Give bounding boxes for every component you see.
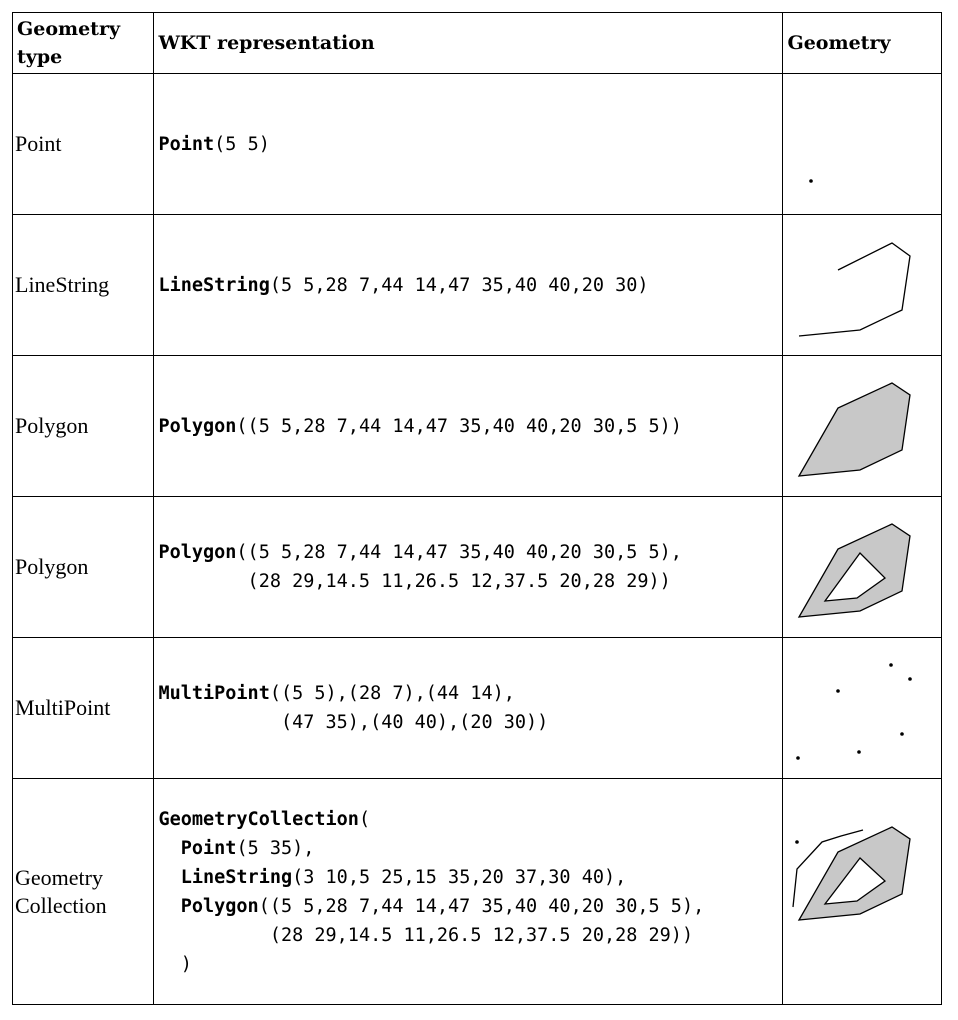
wkt-coordinates: (3 10,5 25,15 35,20 37,30 40), [292,866,627,888]
wkt-keyword: LineString [158,274,270,296]
table-row: Geometry Collection GeometryCollection( P… [11,778,942,1005]
geometry-figure-cell [782,214,942,356]
linestring-figure [799,241,911,337]
header-row: Geometry type WKT representation Geometr… [11,12,942,74]
geometry-collection-figure [792,825,911,921]
wkt-keyword: Point [158,133,215,155]
point-mark [795,839,800,844]
point-mark [889,662,894,667]
wkt-coordinates: ((5 5,28 7,44 14,47 35,40 40,20 30,5 5), [258,895,705,917]
geometry-type-cell: Point [11,73,155,215]
polygon-with-hole-shape [798,522,911,618]
multipoint-figure [796,662,913,760]
wkt-coordinates: (5 5) [214,133,270,155]
polygon-shape [798,381,911,477]
point-mark [857,749,862,754]
wkt-keyword: Polygon [158,415,237,437]
table-row: Polygon Polygon((5 5,28 7,44 14,47 35,40… [11,496,942,638]
geometry-figure-cell [782,496,942,638]
wkt-coordinates: (5 5,28 7,44 14,47 35,40 40,20 30) [269,274,649,296]
wkt-cell: Polygon((5 5,28 7,44 14,47 35,40 40,20 3… [153,355,784,497]
wkt-cell: MultiPoint((5 5),(28 7),(44 14), (47 35)… [153,637,784,779]
header-geometry-type: Geometry type [11,12,155,74]
wkt-coordinates: ((5 5,28 7,44 14,47 35,40 40,20 30,5 5),… [236,542,682,592]
point-mark [809,178,814,183]
geometry-figure-cell [782,637,942,779]
wkt-keyword: MultiPoint [158,683,270,704]
wkt-coordinates: (28 29,14.5 11,26.5 12,37.5 20,28 29)) [180,924,694,946]
table-row: LineString LineString(5 5,28 7,44 14,47 … [11,214,942,356]
point-mark [796,755,801,760]
table-row: Point Point(5 5) [11,73,942,215]
polygon-with-hole-shape [798,825,911,921]
point-mark [836,688,841,693]
table-row: MultiPoint MultiPoint((5 5),(28 7),(44 1… [11,637,942,779]
wkt-cell: GeometryCollection( Point(5 35), LineStr… [153,778,784,1005]
geometry-figure-cell [782,355,942,497]
point-mark [900,731,905,736]
linestring-line [792,828,864,907]
polygon-with-hole-figure [798,522,911,618]
geometry-type-cell: Polygon [11,355,155,497]
geometry-figure-cell [782,778,942,1005]
wkt-keyword: Polygon [180,895,259,917]
wkt-keyword: Point [180,837,237,859]
point-mark [908,676,913,681]
header-geometry: Geometry [782,12,942,74]
wkt-keyword: LineString [180,866,293,888]
header-wkt-representation: WKT representation [153,12,784,74]
point-figure [809,178,814,183]
geometry-type-cell: MultiPoint [11,637,155,779]
geometry-type-cell: Geometry Collection [11,778,155,1005]
geometry-type-cell: Polygon [11,496,155,638]
wkt-cell: Polygon((5 5,28 7,44 14,47 35,40 40,20 3… [153,496,784,638]
wkt-cell: LineString(5 5,28 7,44 14,47 35,40 40,20… [153,214,784,356]
wkt-coordinates: ((5 5,28 7,44 14,47 35,40 40,20 30,5 5)) [236,415,682,437]
table-row: Polygon Polygon((5 5,28 7,44 14,47 35,40… [11,355,942,497]
wkt-coordinates: (5 35), [236,837,315,859]
polygon-figure [798,381,911,477]
geometry-type-line: Geometry [15,864,103,890]
geometry-figure-cell [782,73,942,215]
geometry-type-line: Collection [15,892,107,918]
wkt-cell: Point(5 5) [153,73,784,215]
wkt-coordinates: ((5 5),(28 7),(44 14), (47 35),(40 40),(… [269,683,549,733]
linestring-line [799,241,911,337]
wkt-coordinates: ) [180,953,192,975]
wkt-geometry-table: Geometry type WKT representation Geometr… [11,12,942,1005]
wkt-keyword: GeometryCollection [158,808,359,830]
wkt-coordinates: ( [358,808,371,830]
wkt-keyword: Polygon [158,542,237,563]
geometry-type-cell: LineString [11,214,155,356]
